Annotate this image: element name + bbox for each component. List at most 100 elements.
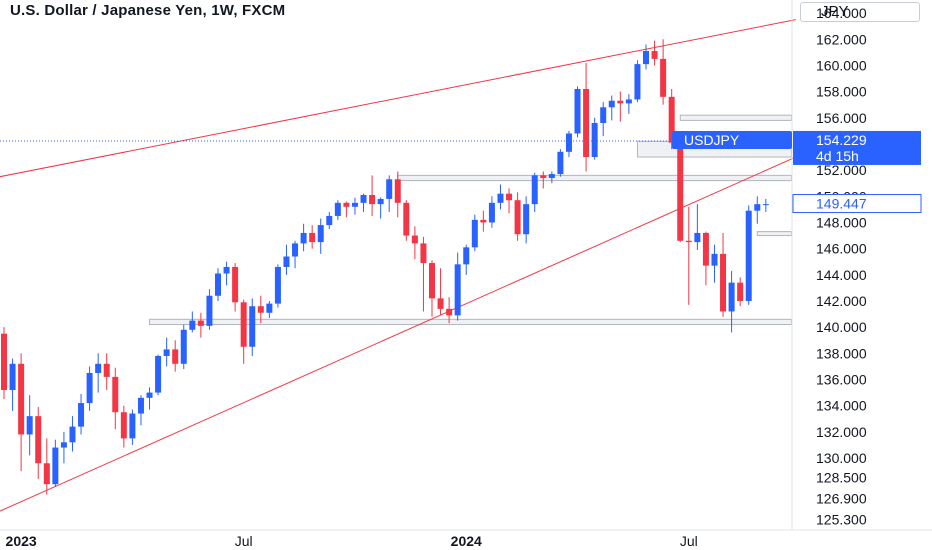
candle-body [454, 264, 461, 316]
time-axis[interactable]: 2023 Jul 2024 Jul [6, 533, 698, 549]
candle [146, 387, 153, 410]
candle [685, 206, 692, 305]
candle-body [608, 100, 615, 108]
last-price: 149.447 [816, 196, 867, 212]
candle [557, 149, 564, 177]
candle [18, 353, 25, 472]
candle-body [197, 320, 204, 326]
candle-body [360, 194, 367, 203]
candle-body [317, 225, 324, 243]
candle-body [634, 64, 641, 100]
price-tick-label: 126.900 [816, 491, 867, 507]
candle-body [86, 372, 93, 404]
candle-body [514, 200, 521, 235]
candle [574, 86, 581, 138]
candle-body [557, 151, 564, 175]
candle-body [155, 355, 162, 393]
candle-body [283, 256, 290, 267]
candle [506, 188, 513, 214]
candle-body [574, 88, 581, 134]
price-tick-label: 156.000 [816, 110, 867, 126]
candle-body [300, 232, 307, 244]
candle-body [377, 198, 384, 205]
candle [643, 44, 649, 70]
candle-body [660, 58, 667, 97]
candle [583, 62, 590, 172]
candle-body [163, 349, 170, 356]
price-tick-label: 146.000 [816, 241, 867, 257]
candle-body [1, 333, 7, 390]
time-tick-label: Jul [235, 533, 253, 549]
candle-body [172, 349, 179, 364]
candle [720, 232, 727, 317]
candle-body [120, 412, 127, 439]
symbol-price-label: USDJPY 154.229 4d 15h [672, 130, 921, 165]
candle [737, 277, 744, 307]
candle-body [565, 133, 572, 152]
candle [232, 263, 239, 312]
candle-body [488, 202, 495, 223]
candle [9, 358, 16, 411]
time-tick-label: 2023 [6, 533, 37, 549]
candle-body [334, 202, 341, 216]
candle [283, 244, 290, 275]
candle [180, 324, 187, 370]
candle-body [223, 266, 230, 274]
candle-body [745, 210, 752, 301]
candle-body [625, 99, 632, 104]
candle [745, 205, 752, 305]
candle [326, 212, 333, 230]
candle-body [531, 175, 538, 205]
candle [480, 210, 487, 232]
price-tick-label: 152.000 [816, 162, 867, 178]
candle [206, 289, 213, 330]
candle-body [411, 235, 418, 244]
candle [471, 214, 478, 252]
candle [103, 353, 110, 390]
candle-body [583, 88, 590, 158]
candle [600, 102, 607, 137]
candle [420, 236, 427, 312]
candle-body [403, 202, 410, 236]
price-tick-label: 158.000 [816, 84, 867, 100]
time-tick-label: 2024 [451, 533, 482, 549]
candle-body [309, 232, 316, 243]
candle-body [78, 403, 85, 427]
candle [702, 231, 709, 286]
candle-body [754, 204, 761, 211]
trendline[interactable] [0, 156, 797, 517]
candle [249, 298, 256, 356]
candle [386, 175, 393, 212]
currency-selector[interactable]: JPY [800, 2, 920, 22]
candle [120, 405, 127, 448]
candle-body [112, 376, 119, 413]
candle-body [240, 302, 247, 347]
bar-countdown: 4d 15h [816, 148, 859, 164]
candle [334, 200, 341, 220]
candle [60, 431, 67, 464]
price-tick-label: 136.000 [816, 372, 867, 388]
candle [608, 95, 615, 121]
candle-body [18, 363, 25, 435]
candle-body [386, 179, 393, 199]
candle [446, 297, 453, 324]
last-price-label: 149.447 [792, 194, 922, 214]
candle [26, 395, 33, 456]
candle [668, 88, 675, 150]
candle [189, 311, 196, 333]
candle [215, 268, 221, 301]
candle-body [643, 51, 649, 65]
candle [317, 218, 324, 254]
price-tick-label: 140.000 [816, 319, 867, 335]
candle [565, 130, 572, 158]
candle [694, 204, 701, 250]
candle-body [351, 202, 358, 207]
candle [274, 264, 281, 308]
price-axis[interactable]: 164.000 162.000 160.000 158.000 156.000 152.0… [816, 5, 867, 527]
trendlines[interactable] [0, 19, 797, 517]
candle-body [694, 232, 701, 243]
candle-body [617, 100, 624, 104]
trendline[interactable] [0, 19, 796, 180]
candle-body [146, 392, 153, 398]
